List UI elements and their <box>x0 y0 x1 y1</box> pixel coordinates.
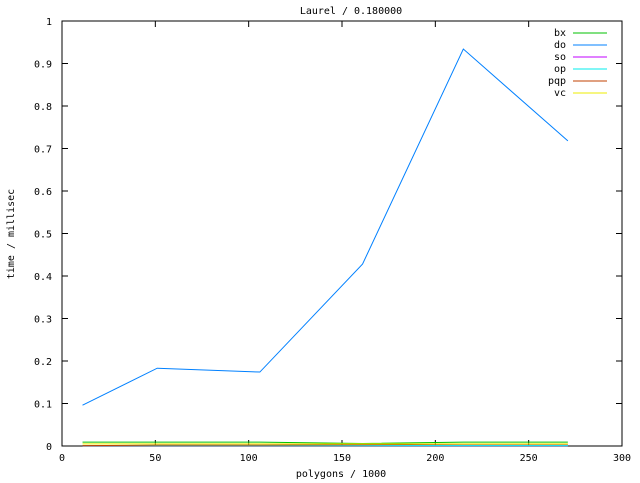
x-tick-label: 150 <box>333 453 351 464</box>
y-tick-label: 0.5 <box>34 230 52 241</box>
legend-label-bx: bx <box>554 28 566 39</box>
y-tick-label: 0.6 <box>34 187 52 198</box>
legend-label-op: op <box>554 64 566 75</box>
x-tick-label: 250 <box>520 453 538 464</box>
legend-label-do: do <box>554 40 566 51</box>
y-tick-label: 0.2 <box>34 357 52 368</box>
legend-label-so: so <box>554 52 566 63</box>
series-line-do <box>82 48 569 406</box>
series-line-bx <box>82 441 568 444</box>
y-tick-label: 0.8 <box>34 102 52 113</box>
y-axis-label: time / millisec <box>6 189 17 279</box>
x-axis-label: polygons / 1000 <box>296 469 386 480</box>
legend-label-vc: vc <box>554 88 566 99</box>
y-tick-label: 0 <box>46 442 52 453</box>
y-tick-label: 0.4 <box>34 272 52 283</box>
y-tick-label: 0.1 <box>34 400 52 411</box>
x-tick-label: 200 <box>426 453 444 464</box>
legend-label-pqp: pqp <box>548 76 566 87</box>
x-tick-label: 50 <box>149 453 161 464</box>
chart-title: Laurel / 0.180000 <box>300 6 402 17</box>
y-tick-label: 0.9 <box>34 60 52 71</box>
x-tick-label: 100 <box>240 453 258 464</box>
x-tick-label: 0 <box>59 453 65 464</box>
y-tick-label: 0.7 <box>34 145 52 156</box>
plot-frame <box>61 20 623 447</box>
y-tick-label: 0.3 <box>34 315 52 326</box>
x-tick-label: 300 <box>613 453 631 464</box>
y-tick-label: 1 <box>46 17 52 28</box>
